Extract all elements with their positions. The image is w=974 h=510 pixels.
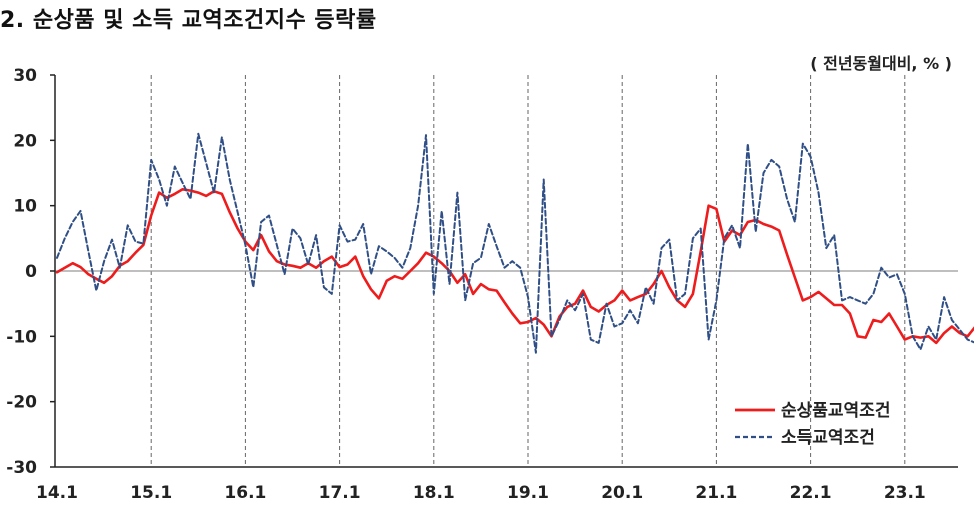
x-tick-label-23.1: 23.1: [884, 483, 926, 503]
chart-title: 2. 순상품 및 소득 교역조건지수 등락률: [0, 8, 377, 33]
x-tick-label-21.1: 21.1: [695, 483, 737, 503]
y-tick-label-20: 20: [13, 131, 37, 151]
series-line-1: [55, 188, 974, 345]
axes: 14.1 15.1 16.1 17.1 18.1 19.1 20.1 21.1 22.1 23.1…: [6, 66, 958, 503]
y-tick-label--20: -20: [6, 393, 37, 413]
y-tick-label-30: 30: [13, 66, 37, 86]
x-tick-label-18.1: 18.1: [413, 483, 455, 503]
x-tick-label-19.1: 19.1: [507, 483, 549, 503]
y-tick-label-0: 0: [25, 262, 37, 282]
x-tick-label-15.1: 15.1: [130, 483, 172, 503]
series-lines: [55, 132, 974, 354]
x-tick-label-16.1: 16.1: [224, 483, 266, 503]
series-line-2: [56, 132, 974, 354]
x-tick-label-14.1: 14.1: [36, 483, 78, 503]
x-tick-label-20.1: 20.1: [601, 483, 643, 503]
legend-label-1: 순상품교역조건: [781, 401, 890, 421]
grid-lines: [55, 75, 958, 467]
legend-label-2: 소득교역조건: [781, 428, 875, 448]
unit-label: ( 전년동월대비, % ): [810, 54, 952, 73]
x-tick-label-22.1: 22.1: [790, 483, 832, 503]
y-tick-label-10: 10: [13, 197, 37, 217]
y-tick-label--10: -10: [6, 327, 37, 347]
x-tick-label-17.1: 17.1: [319, 483, 361, 503]
y-tick-label--30: -30: [6, 458, 37, 478]
